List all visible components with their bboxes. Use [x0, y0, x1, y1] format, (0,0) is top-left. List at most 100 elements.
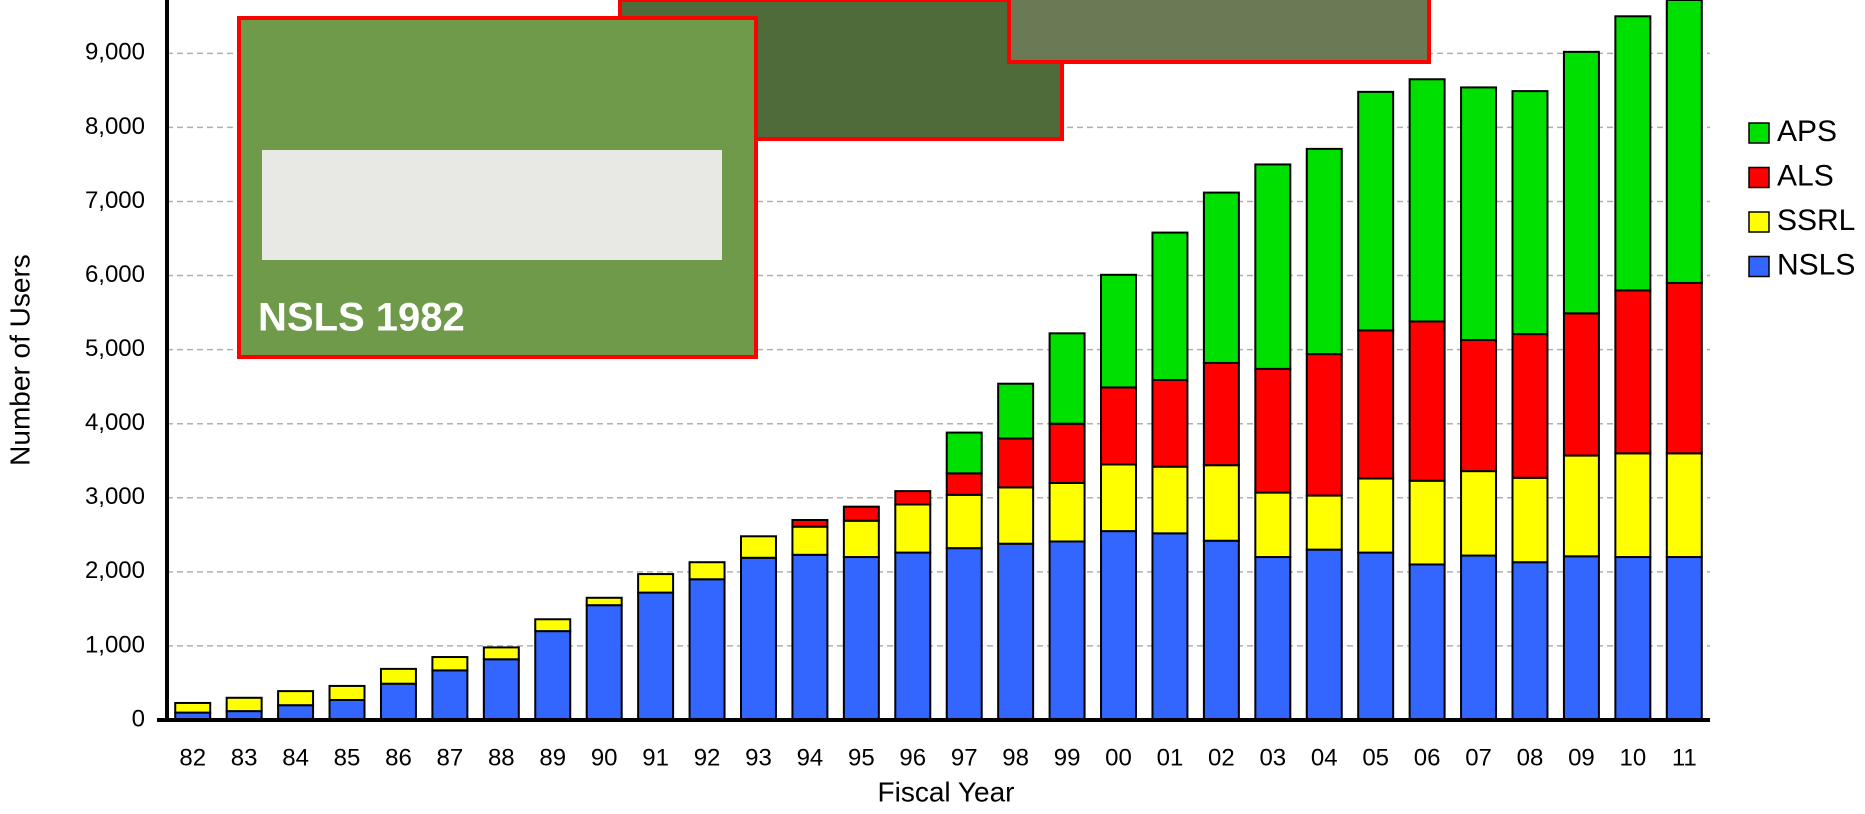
x-tick-label: 09 — [1568, 744, 1595, 771]
bar-segment — [1305, 353, 1343, 497]
bar-segment — [1511, 476, 1549, 564]
bar-segment — [379, 667, 417, 685]
bar-segment — [945, 493, 983, 550]
bar-segment — [1048, 332, 1086, 425]
bar-segment — [1562, 312, 1600, 457]
bar-segment — [945, 431, 983, 475]
bar-segment — [277, 690, 315, 707]
bar-segment — [894, 551, 932, 721]
bar-segment — [1562, 555, 1600, 722]
bar-segment — [585, 604, 623, 721]
bar-segment — [1614, 452, 1652, 559]
legend-swatch — [1748, 122, 1770, 144]
bar-segment — [997, 542, 1035, 721]
bar-segment — [534, 618, 572, 633]
bar-segment — [997, 486, 1035, 545]
bar-segment — [534, 630, 572, 721]
bar-segment — [585, 596, 623, 607]
bar-segment — [739, 535, 777, 559]
bar-segment — [1048, 540, 1086, 722]
bar-segment — [1254, 163, 1292, 370]
bar-segment — [277, 704, 315, 721]
bar-segment — [1151, 231, 1189, 381]
bar-segment — [791, 525, 829, 556]
bar-segment — [637, 573, 675, 594]
bar-segment — [894, 503, 932, 554]
legend-swatch — [1748, 211, 1770, 233]
y-tick-label: 7,000 — [85, 187, 145, 214]
x-tick-label: 02 — [1208, 744, 1235, 771]
bar-segment — [1357, 477, 1395, 554]
bar-segment — [1614, 15, 1652, 292]
x-tick-label: 91 — [642, 744, 669, 771]
legend-label: ALS — [1777, 159, 1834, 192]
bar-segment — [1614, 556, 1652, 722]
bar-segment — [997, 382, 1035, 440]
y-tick-label: 4,000 — [85, 409, 145, 436]
x-tick-label: 96 — [899, 744, 926, 771]
bar-segment — [1665, 281, 1703, 455]
y-tick-label: 6,000 — [85, 261, 145, 288]
y-tick-label: 9,000 — [85, 39, 145, 66]
x-tick-label: 11 — [1672, 744, 1697, 771]
bar-segment — [1511, 561, 1549, 721]
x-tick-label: 86 — [385, 744, 412, 771]
y-tick-label: 0 — [132, 705, 145, 732]
y-tick-label: 1,000 — [85, 631, 145, 658]
x-tick-label: 01 — [1157, 744, 1184, 771]
bar-segment — [1511, 333, 1549, 479]
bar-segment — [1202, 361, 1240, 467]
bar-segment — [688, 561, 726, 581]
legend-swatch — [1748, 166, 1770, 189]
bar-segment — [894, 490, 932, 506]
bar-segment — [482, 658, 520, 722]
x-tick-label: 99 — [1054, 744, 1081, 771]
y-tick-label: 2,000 — [85, 557, 145, 584]
x-tick-label: 83 — [231, 744, 258, 771]
bar-segment — [1100, 273, 1138, 389]
bar-segment — [1202, 464, 1240, 542]
bar-segment — [1048, 422, 1086, 484]
x-tick-label: 82 — [179, 744, 206, 771]
x-tick-label: 08 — [1517, 744, 1544, 771]
x-tick-label: 97 — [951, 744, 978, 771]
legend-label: SSRL — [1777, 204, 1855, 237]
bar-segment — [482, 646, 520, 661]
bar-segment — [1100, 530, 1138, 721]
bar-segment — [1665, 556, 1703, 722]
bar-segment — [945, 547, 983, 721]
bar-segment — [1202, 539, 1240, 721]
bar-segment — [1408, 320, 1446, 482]
bar-segment — [1100, 386, 1138, 466]
bar-segment — [842, 519, 880, 559]
photo-caption: NSLS 1982 — [258, 296, 465, 340]
bar-segment — [842, 556, 880, 722]
y-axis-title: Number of Users — [4, 254, 35, 466]
bar-segment — [1511, 90, 1549, 336]
x-tick-label: 84 — [282, 744, 309, 771]
x-tick-label: 06 — [1414, 744, 1441, 771]
bar-segment — [1408, 479, 1446, 566]
x-tick-label: 05 — [1362, 744, 1389, 771]
bar-segment — [1665, 0, 1703, 284]
bar-segment — [997, 437, 1035, 489]
legend-swatch — [1748, 255, 1770, 278]
legend-label: NSLS — [1777, 248, 1855, 281]
bar-segment — [1357, 551, 1395, 721]
bar-segment — [1562, 50, 1600, 315]
bar-segment — [328, 684, 366, 701]
bar-segment — [1305, 548, 1343, 722]
x-tick-label: 93 — [745, 744, 772, 771]
x-tick-label: 07 — [1465, 744, 1492, 771]
bar-segment — [379, 682, 417, 721]
bar-segment — [739, 556, 777, 721]
bar-segment — [791, 553, 829, 721]
x-tick-label: 10 — [1619, 744, 1646, 771]
bar-segment — [1357, 329, 1395, 480]
bar-segment — [1048, 481, 1086, 543]
bar-segment — [1460, 470, 1498, 557]
x-tick-label: 92 — [694, 744, 721, 771]
bar-segment — [1460, 339, 1498, 473]
bar-segment — [1408, 563, 1446, 722]
